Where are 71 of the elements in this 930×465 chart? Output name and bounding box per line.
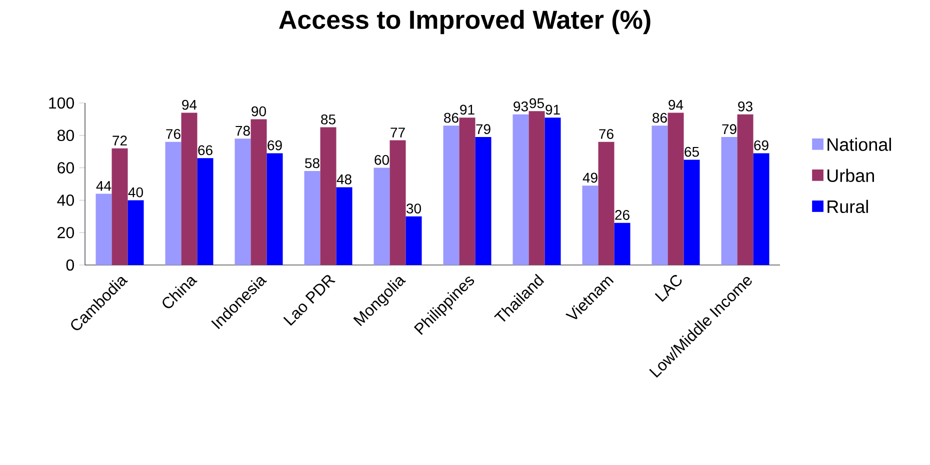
data-label: 95 bbox=[530, 98, 544, 108]
data-label: 65 bbox=[684, 146, 699, 157]
bar bbox=[512, 114, 529, 265]
bar bbox=[528, 111, 545, 265]
data-label: 30 bbox=[406, 204, 421, 214]
data-label: 60 bbox=[374, 154, 389, 165]
bar bbox=[320, 127, 336, 265]
bar bbox=[336, 187, 352, 265]
data-label: 94 bbox=[182, 100, 197, 110]
data-label: 58 bbox=[305, 158, 320, 168]
data-label: 91 bbox=[546, 104, 560, 115]
bar bbox=[250, 119, 267, 265]
bar bbox=[197, 158, 214, 265]
bar bbox=[753, 153, 770, 265]
bar bbox=[165, 142, 182, 265]
y-tick-label: 100 bbox=[49, 97, 74, 109]
y-tick-label: 40 bbox=[57, 194, 74, 206]
data-label: 40 bbox=[128, 187, 143, 198]
bar bbox=[721, 137, 738, 265]
bar bbox=[614, 222, 630, 265]
bar bbox=[598, 142, 614, 265]
bar bbox=[443, 126, 460, 265]
data-label: 86 bbox=[444, 112, 458, 123]
legend-label: Rural bbox=[828, 200, 868, 214]
bar bbox=[406, 216, 422, 265]
data-label: 93 bbox=[514, 102, 528, 112]
data-label: 77 bbox=[390, 128, 405, 138]
bar bbox=[582, 186, 598, 265]
data-label: 85 bbox=[321, 114, 336, 124]
bar bbox=[459, 118, 476, 265]
bar bbox=[181, 112, 198, 265]
y-tick-label: 0 bbox=[66, 259, 74, 271]
data-label: 76 bbox=[599, 129, 614, 139]
data-label: 48 bbox=[336, 174, 352, 184]
data-label: 72 bbox=[112, 136, 127, 146]
data-label: 69 bbox=[268, 140, 282, 150]
data-label: 49 bbox=[582, 172, 598, 183]
bar bbox=[304, 171, 320, 265]
data-label: 91 bbox=[460, 104, 474, 115]
bar bbox=[390, 140, 406, 265]
data-label: 78 bbox=[236, 126, 250, 136]
y-tick-label: 20 bbox=[58, 226, 74, 238]
chart-title: Access to Improved Water (%) bbox=[279, 10, 650, 34]
data-label: 76 bbox=[166, 129, 180, 139]
bar bbox=[737, 114, 754, 265]
x-tick-label: LAC bbox=[654, 275, 682, 302]
data-label: 93 bbox=[738, 102, 752, 112]
bar bbox=[668, 112, 684, 265]
bar bbox=[544, 118, 561, 265]
bar bbox=[234, 138, 251, 265]
bar bbox=[684, 160, 700, 265]
bar bbox=[128, 200, 144, 265]
data-label: 79 bbox=[722, 124, 736, 134]
data-label: 86 bbox=[652, 112, 667, 123]
legend-label: Urban bbox=[828, 168, 874, 182]
y-tick-label: 60 bbox=[58, 162, 74, 174]
bar bbox=[475, 137, 492, 265]
bar bbox=[266, 153, 283, 265]
data-label: 44 bbox=[96, 181, 112, 191]
legend-label: National bbox=[828, 138, 891, 151]
data-label: 69 bbox=[754, 140, 768, 150]
data-label: 26 bbox=[615, 210, 630, 220]
y-tick-label: 80 bbox=[58, 130, 74, 142]
data-label: 90 bbox=[252, 106, 266, 116]
data-label: 94 bbox=[668, 100, 684, 110]
bar bbox=[374, 168, 390, 265]
bar bbox=[652, 126, 668, 265]
data-label: 79 bbox=[476, 124, 490, 134]
bar bbox=[112, 148, 128, 265]
data-label: 66 bbox=[198, 145, 212, 156]
bar bbox=[96, 194, 112, 265]
